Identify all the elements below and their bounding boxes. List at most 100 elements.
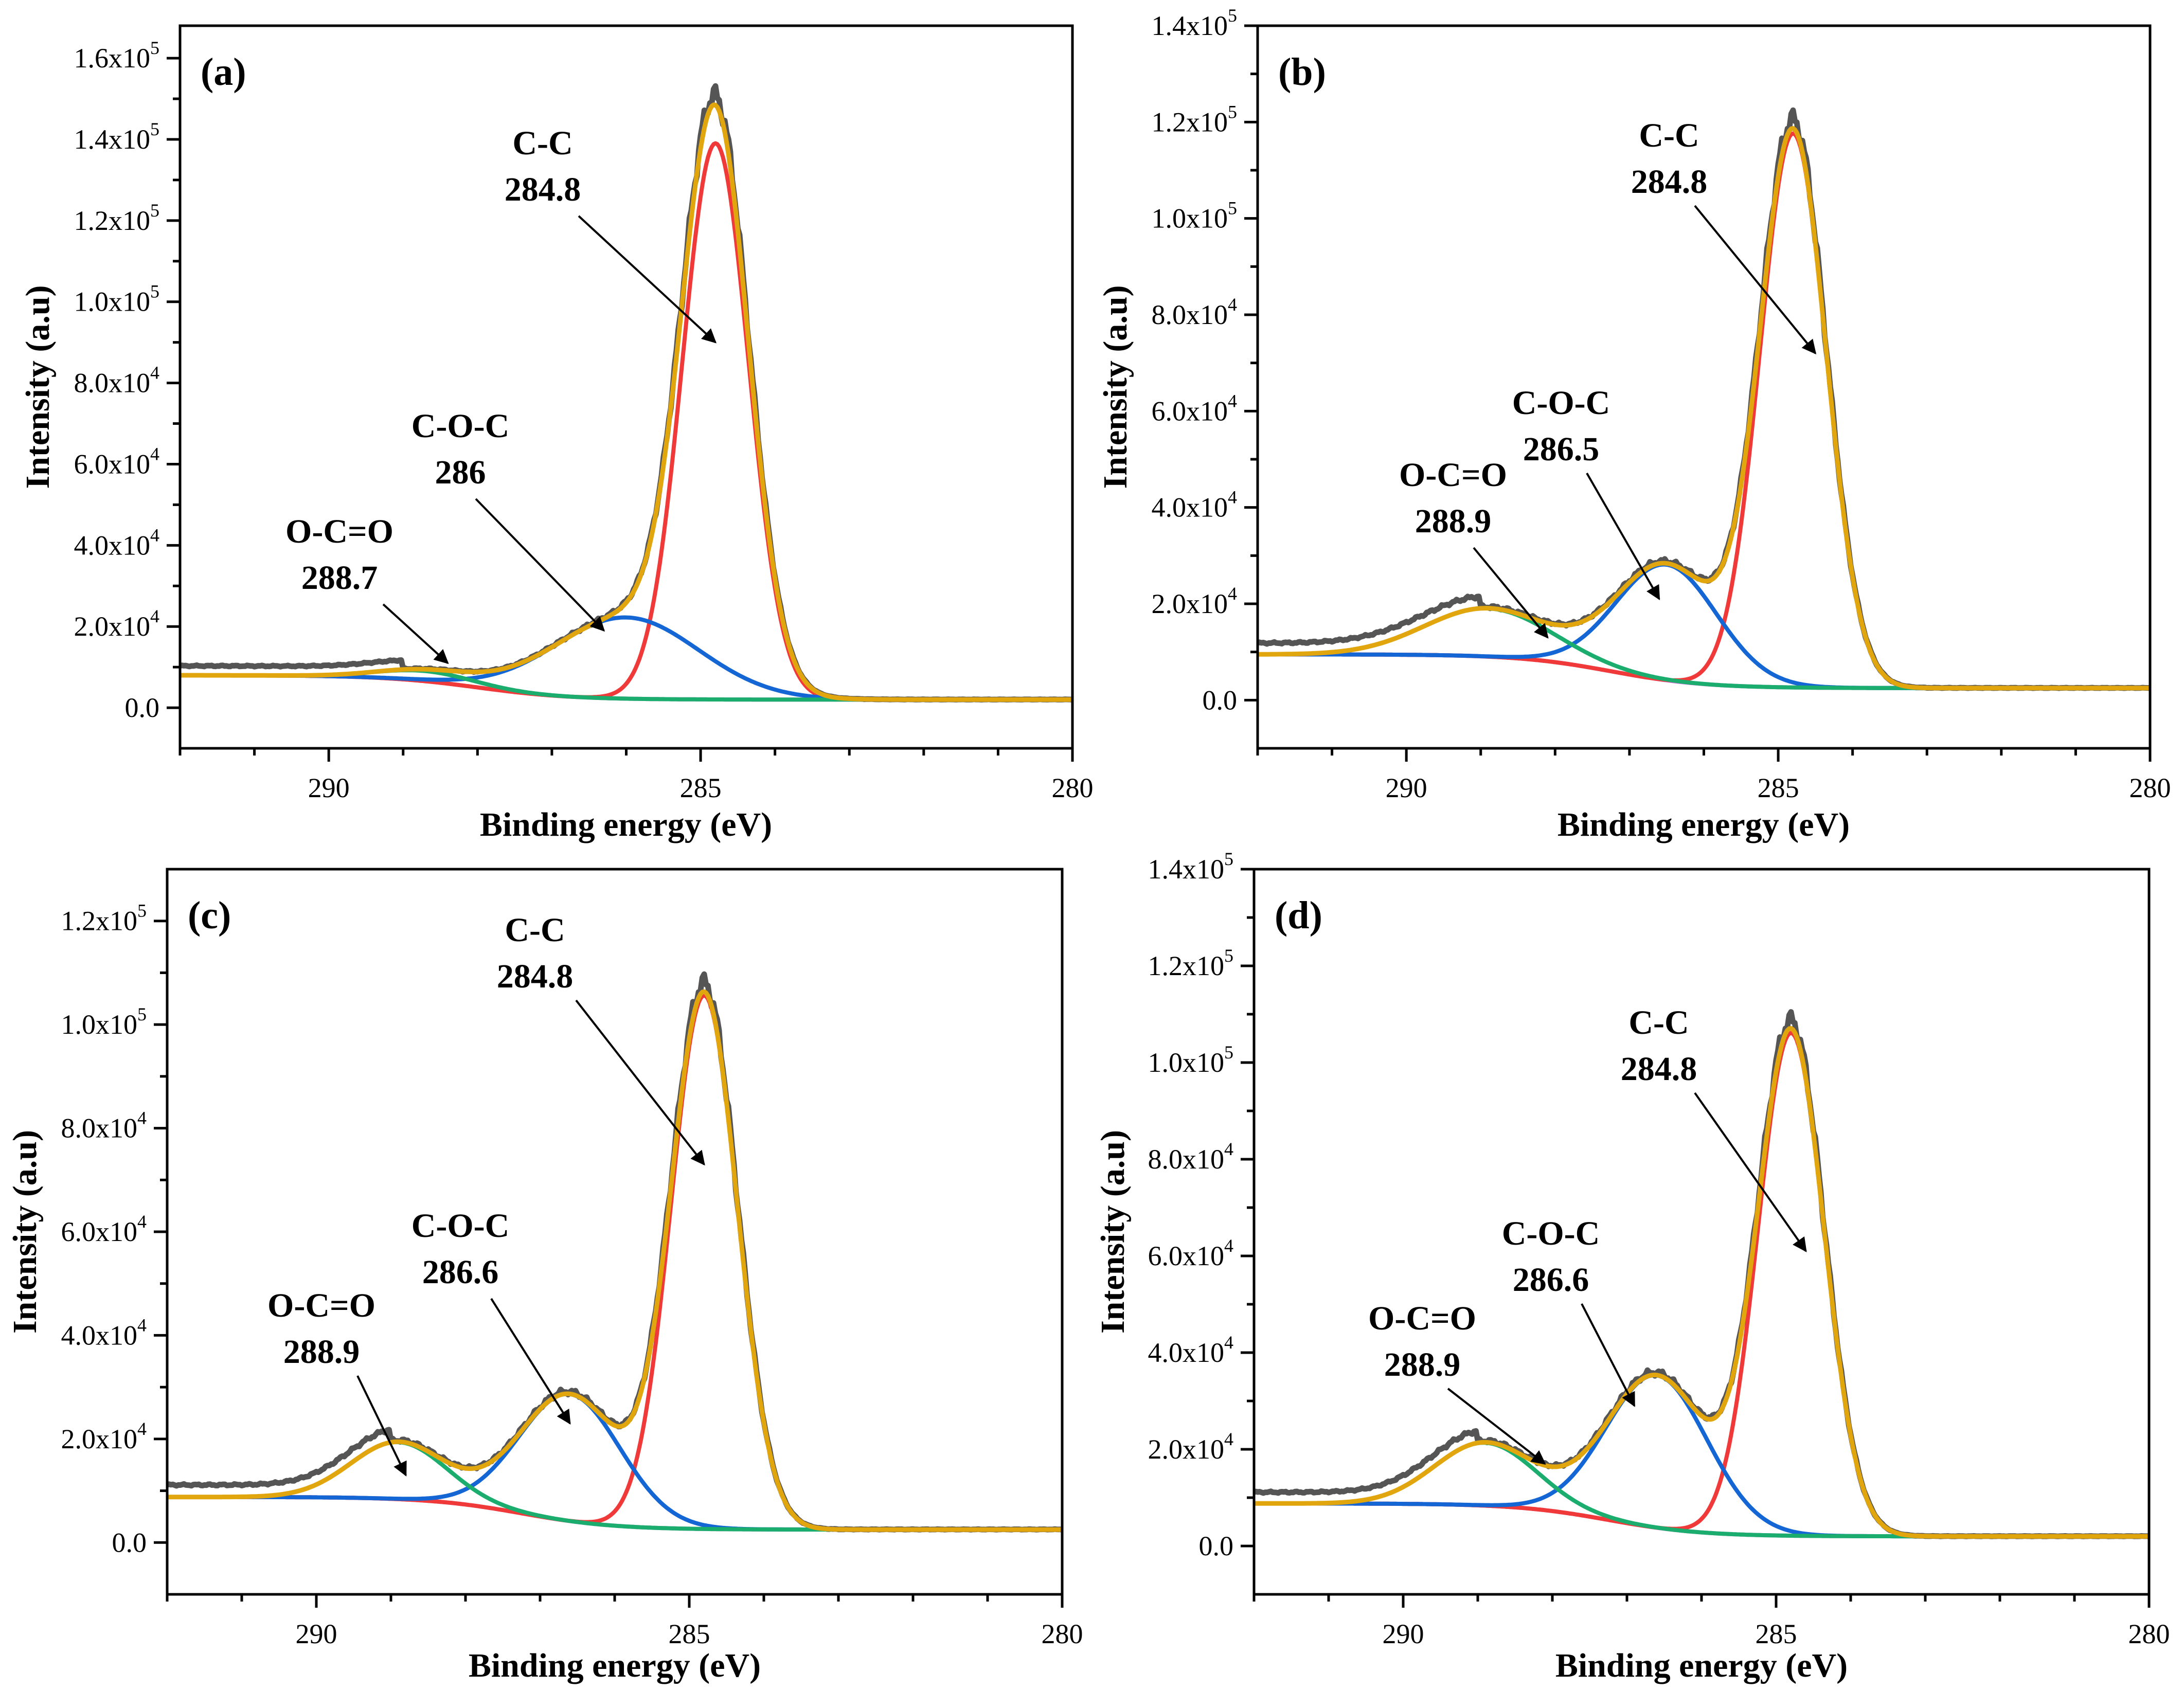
x-tick-label: 280 [1042, 1619, 1083, 1649]
y-tick-label: 6.0x104 [74, 443, 160, 479]
annotation-arrow [575, 999, 705, 1166]
y-tick-label: 1.4x105 [1152, 5, 1238, 41]
y-axis-title: Intensity (a.u) [6, 1130, 44, 1334]
annotation-arrow [356, 1375, 407, 1477]
envelope-fit-line [180, 102, 1072, 702]
annotation-arrow [1586, 473, 1660, 601]
panel-a: 290 285 280 0.0 2.0x104 4.0x104 6.0x104 8.0x104… [19, 24, 1094, 843]
y-tick-label: 1.4x105 [1148, 849, 1234, 885]
y-axis-title: Intensity (a.u) [1094, 1130, 1132, 1334]
peak-annotation-label: C-O-C [1512, 384, 1610, 422]
y-tick-label: 8.0x104 [1148, 1139, 1234, 1175]
x-tick-label: 280 [1052, 772, 1094, 803]
y-tick-label: 0.0 [1203, 685, 1238, 715]
peak-annotation-label: O-C=O [1368, 1300, 1476, 1337]
peak-annotation-value: 288.9 [1384, 1346, 1461, 1383]
x-axis-title: Binding energy (eV) [469, 1647, 761, 1684]
raw-spectrum-line [180, 83, 1072, 703]
x-tick-label: 290 [1383, 1619, 1424, 1649]
y-tick-label: 1.2x105 [74, 200, 160, 236]
y-tick-label: 2.0x104 [61, 1418, 147, 1454]
background-line [180, 673, 1072, 702]
y-tick-label: 1.0x105 [61, 1004, 147, 1040]
annotation-arrow [382, 603, 449, 664]
y-tick-label: 1.2x105 [1148, 945, 1234, 981]
peak-c-c-line [167, 993, 1062, 1532]
peak-annotation-value: 286.6 [1513, 1261, 1589, 1299]
annotation-arrow [1694, 205, 1817, 355]
peak-o-c-o-line [1258, 606, 2150, 690]
annotation-arrow [490, 1298, 571, 1425]
peak-annotation-value: 288.9 [283, 1333, 360, 1371]
peak-annotation-value: 284.8 [1631, 163, 1708, 201]
peak-annotation-label: C-O-C [411, 1207, 510, 1245]
y-tick-label: 1.6x105 [74, 38, 160, 74]
y-tick-label: 0.0 [112, 1527, 147, 1558]
plot-area [167, 971, 1062, 1533]
y-tick-label: 2.0x104 [1148, 1429, 1234, 1465]
y-axis-title: Intensity (a.u) [1097, 285, 1134, 489]
x-tick-label: 285 [1758, 772, 1799, 803]
envelope-fit-line [1254, 1026, 2149, 1539]
peak-c-o-c-line [180, 615, 1072, 702]
x-tick-label: 290 [308, 772, 350, 803]
x-tick-label: 280 [2128, 1619, 2170, 1649]
y-tick-label: 6.0x104 [1152, 390, 1238, 426]
annotation-arrow [1694, 1092, 1807, 1252]
peak-annotation-label: O-C=O [267, 1287, 375, 1324]
peak-annotation-label: C-O-C [411, 407, 510, 445]
panel-label: (d) [1275, 894, 1322, 937]
y-tick-label: 4.0x104 [74, 525, 160, 561]
envelope-fit-line [167, 989, 1062, 1532]
x-axis-title: Binding energy (eV) [480, 806, 772, 843]
x-tick-label: 285 [680, 772, 722, 803]
x-axis-title: Binding energy (eV) [1558, 806, 1850, 843]
panel-c: 290 285 280 0.0 2.0x104 4.0x104 6.0x104 8.0x104… [6, 868, 1083, 1684]
peak-annotation-value: 284.8 [505, 171, 581, 208]
peak-annotation-value: 288.9 [1415, 502, 1492, 540]
peak-annotation-value: 288.7 [301, 559, 378, 597]
peak-annotation-label: C-C [1639, 117, 1699, 154]
annotation-arrow [475, 498, 605, 632]
x-tick-label: 290 [296, 1619, 337, 1649]
y-tick-label: 8.0x104 [1152, 294, 1238, 330]
peak-annotation-value: 286.5 [1523, 430, 1600, 468]
y-tick-label: 1.0x105 [1148, 1042, 1234, 1078]
panel-b: 290 285 280 0.0 2.0x104 4.0x104 6.0x104 8.0x104… [1097, 5, 2171, 843]
y-tick-label: 4.0x104 [1152, 487, 1238, 523]
plot-frame [1252, 868, 2151, 1596]
plot-area [1254, 1009, 2149, 1539]
y-tick-label: 6.0x104 [1148, 1235, 1234, 1271]
y-axis-title: Intensity (a.u) [19, 285, 57, 489]
annotation-arrow [1447, 1388, 1546, 1465]
x-tick-label: 285 [1756, 1619, 1797, 1649]
plot-area [180, 83, 1072, 703]
y-tick-label: 6.0x104 [61, 1211, 147, 1247]
envelope-fit-line [1258, 126, 2150, 691]
y-tick-label: 8.0x104 [61, 1108, 147, 1144]
peak-annotation-label: O-C=O [285, 513, 393, 550]
peak-annotation-label: C-C [1628, 1004, 1689, 1041]
plot-frame [166, 868, 1064, 1596]
raw-spectrum-line [167, 971, 1062, 1533]
panel-d: 290 285 280 0.0 2.0x104 4.0x104 6.0x104 8.0x104… [1094, 849, 2170, 1684]
panel-label: (a) [201, 50, 246, 94]
plot-frame [178, 24, 1074, 750]
y-tick-label: 2.0x104 [1152, 583, 1238, 619]
peak-annotation-value: 286.6 [422, 1253, 499, 1291]
y-tick-label: 1.2x105 [61, 901, 147, 937]
peak-c-o-c-line [1254, 1373, 2149, 1539]
peak-annotation-label: C-C [512, 124, 572, 162]
x-axis-title: Binding energy (eV) [1555, 1647, 1848, 1684]
raw-spectrum-line [1254, 1009, 2149, 1539]
peak-o-c-o-line [167, 1440, 1062, 1532]
y-tick-label: 1.4x105 [74, 119, 160, 155]
peak-annotation-label: O-C=O [1399, 456, 1507, 494]
peak-c-c-line [1254, 1031, 2149, 1539]
annotation-arrow [1473, 547, 1549, 639]
x-tick-label: 290 [1386, 772, 1427, 803]
plot-area [1258, 107, 2150, 691]
peak-annotation-value: 286 [435, 454, 486, 491]
y-tick-label: 0.0 [1199, 1531, 1234, 1561]
